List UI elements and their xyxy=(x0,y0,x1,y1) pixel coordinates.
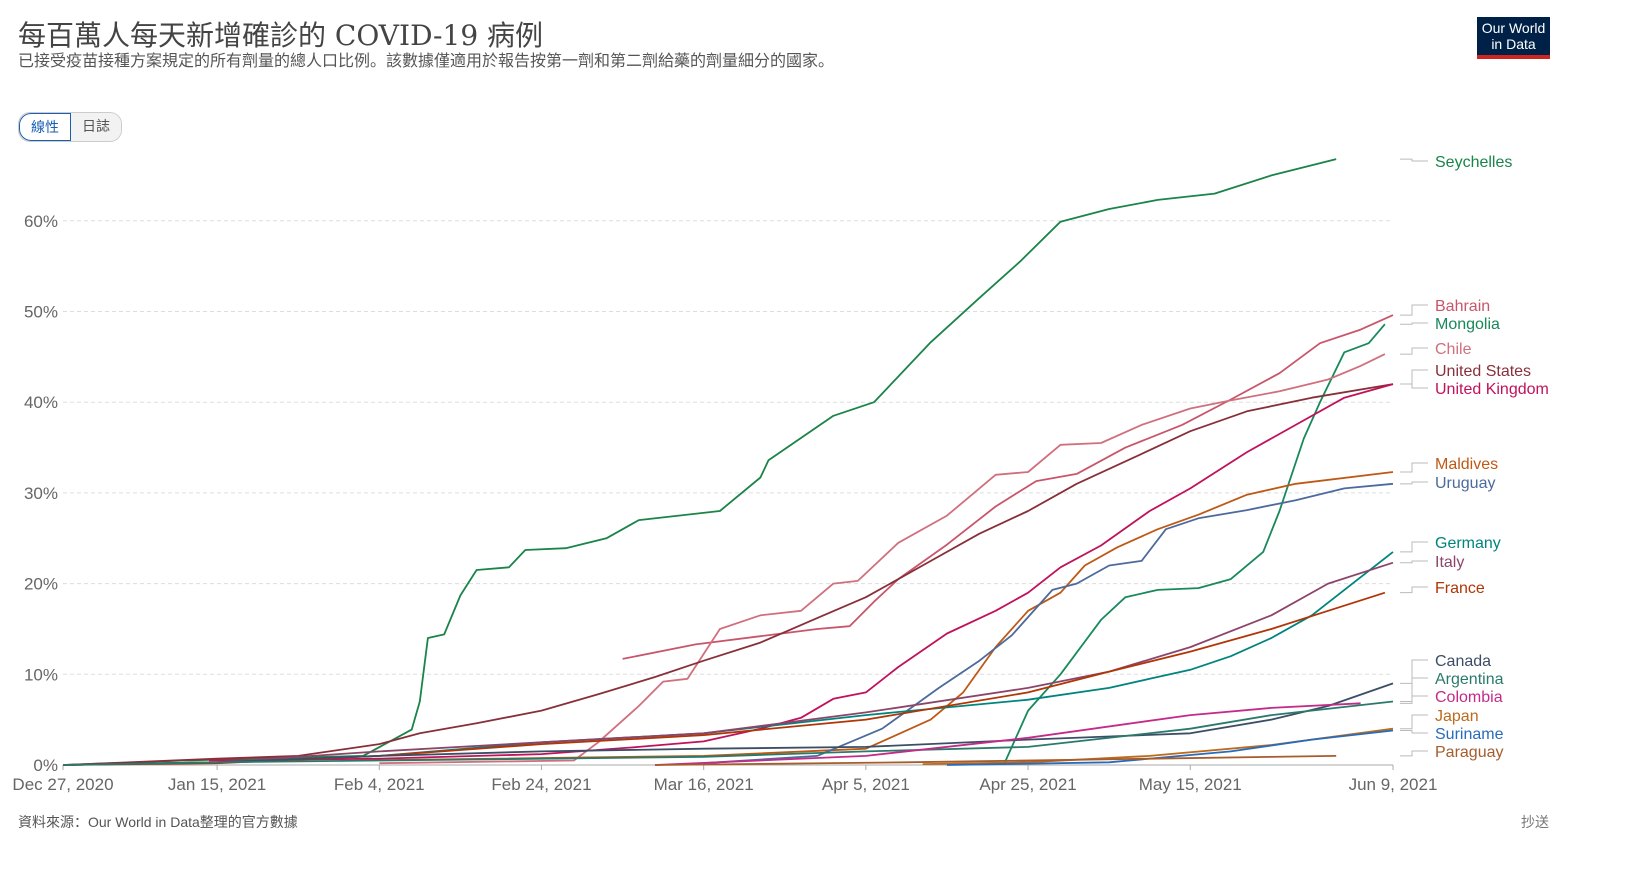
series-line-maldives xyxy=(354,471,1394,762)
owid-logo[interactable]: Our World in Data xyxy=(1477,17,1550,59)
legend-connector xyxy=(1400,481,1428,485)
chart-subtitle: 已接受疫苗接種方案規定的所有劑量的總人口比例。該數據僅適用於報告按第一劑和第二劑… xyxy=(18,53,835,70)
legend-label[interactable]: Uruguay xyxy=(1435,475,1495,492)
legend-label[interactable]: Italy xyxy=(1435,554,1464,571)
legend-label[interactable]: Mongolia xyxy=(1435,316,1500,333)
legend-label[interactable]: France xyxy=(1435,580,1485,597)
legend-label[interactable]: Suriname xyxy=(1435,726,1504,743)
y-tick-label: 30% xyxy=(24,484,58,503)
series-line-uruguay xyxy=(703,482,1394,765)
series-line-suriname xyxy=(946,729,1394,766)
x-tick-label: Mar 16, 2021 xyxy=(654,775,754,794)
legend-connector xyxy=(1400,304,1428,316)
scale-toggle[interactable]: 線性 日誌 xyxy=(18,112,122,142)
legend-connector xyxy=(1400,659,1428,684)
linear-scale-button[interactable]: 線性 xyxy=(19,113,71,141)
source-note: 資料來源：Our World in Data整理的官方數據 xyxy=(18,814,298,830)
legend-label[interactable]: Canada xyxy=(1435,653,1491,670)
x-tick-label: Feb 24, 2021 xyxy=(491,775,591,794)
legend-label[interactable]: Maldives xyxy=(1435,456,1498,473)
series-line-mongolia xyxy=(1002,323,1386,766)
x-tick-label: Jun 9, 2021 xyxy=(1349,775,1438,794)
legend-connector xyxy=(1400,730,1428,734)
y-tick-label: 50% xyxy=(24,303,58,322)
legend-label[interactable]: Bahrain xyxy=(1435,298,1490,315)
series-line-france xyxy=(62,591,1386,766)
legend-connector xyxy=(1400,383,1428,389)
legend-connector xyxy=(1400,369,1428,385)
x-tick-label: Apr 5, 2021 xyxy=(822,775,910,794)
legend-label[interactable]: United Kingdom xyxy=(1435,381,1549,398)
log-scale-button[interactable]: 日誌 xyxy=(71,113,121,141)
legend-connector xyxy=(1400,677,1428,703)
legend-label[interactable]: United States xyxy=(1435,363,1531,380)
series-line-colombia xyxy=(654,702,1361,766)
x-tick-label: May 15, 2021 xyxy=(1139,775,1242,794)
y-tick-label: 60% xyxy=(24,212,58,231)
x-tick-label: Feb 4, 2021 xyxy=(334,775,425,794)
legend-label[interactable]: Japan xyxy=(1435,708,1479,725)
legend-connector xyxy=(1400,586,1428,594)
series-line-paraguay xyxy=(654,755,1337,766)
legend-label[interactable]: Paraguay xyxy=(1435,744,1504,761)
y-tick-label: 0% xyxy=(33,756,58,775)
legend-connector xyxy=(1400,541,1428,553)
legend-label[interactable]: Chile xyxy=(1435,341,1472,358)
legend-label[interactable]: Argentina xyxy=(1435,671,1504,688)
legend-connector xyxy=(1400,158,1428,162)
series-line-italy xyxy=(62,561,1394,766)
legend-connector xyxy=(1400,462,1428,473)
chart-title: 每百萬人每天新增確診的 COVID-19 病例 xyxy=(18,19,544,52)
series-line-canada xyxy=(62,682,1394,766)
x-tick-label: Apr 25, 2021 xyxy=(979,775,1076,794)
y-tick-label: 20% xyxy=(24,575,58,594)
share-button[interactable]: 抄送 xyxy=(1521,814,1549,830)
legend-connector xyxy=(1400,322,1428,325)
logo-line-2: in Data xyxy=(1491,36,1536,52)
legend-label[interactable]: Germany xyxy=(1435,535,1501,552)
series-line-seychelles xyxy=(62,158,1337,766)
series-line-united-states xyxy=(62,383,1394,766)
series-line-united-kingdom xyxy=(208,383,1394,762)
legend-connector xyxy=(1400,750,1428,757)
x-tick-label: Jan 15, 2021 xyxy=(168,775,266,794)
legend-connector xyxy=(1400,347,1428,355)
x-tick-label: Dec 27, 2020 xyxy=(12,775,113,794)
series-line-chile xyxy=(379,353,1386,765)
y-tick-label: 10% xyxy=(24,665,58,684)
y-tick-label: 40% xyxy=(24,393,58,412)
legend-connector xyxy=(1400,695,1428,704)
series-line-argentina xyxy=(62,700,1394,766)
legend-connector xyxy=(1400,560,1428,564)
legend-label[interactable]: Colombia xyxy=(1435,689,1503,706)
series-line-bahrain xyxy=(622,314,1394,660)
logo-line-1: Our World xyxy=(1481,20,1546,36)
legend-connector xyxy=(1400,714,1428,730)
legend-label[interactable]: Seychelles xyxy=(1435,154,1512,171)
